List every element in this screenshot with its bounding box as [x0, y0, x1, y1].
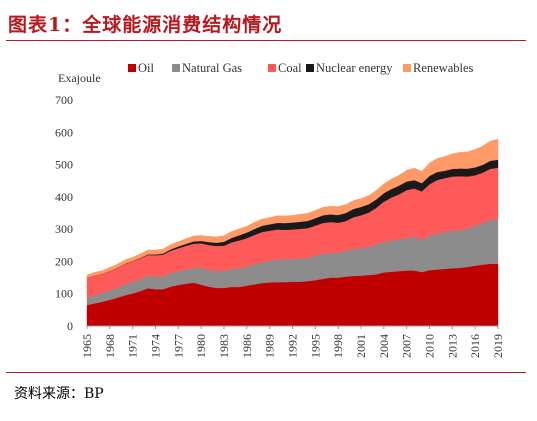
x-tick-label: 2007 [400, 334, 414, 358]
x-tick-label: 1980 [194, 334, 208, 358]
legend-swatch-renewables [403, 64, 411, 72]
legend-swatch-oil [128, 64, 136, 72]
x-tick-label: 2004 [377, 334, 391, 358]
y-tick-label: 700 [55, 93, 73, 107]
x-tick-label: 1998 [331, 334, 345, 358]
x-tick-label: 2016 [468, 334, 482, 358]
chart-legend: Oil Natural Gas Coal Nuclear energy Renewabl… [128, 61, 474, 75]
source-note: 资料来源：BP [14, 386, 104, 402]
x-tick-label: 2019 [491, 334, 505, 358]
x-tick-label: 2013 [445, 334, 459, 358]
y-tick-label: 0 [67, 319, 73, 333]
chart-areas [86, 138, 499, 327]
stacked-area-chart: Exajoule 0 100 200 300 400 500 600 700 1965 1968… [55, 61, 505, 358]
y-tick-label: 300 [55, 222, 73, 236]
figure-title: 图表1：全球能源消费结构情况 [8, 14, 283, 36]
x-tick-label: 1971 [126, 334, 140, 358]
legend-swatch-coal [268, 64, 276, 72]
legend-swatch-natural-gas [172, 64, 180, 72]
area-renewables [86, 138, 499, 279]
legend-swatch-nuclear-energy [306, 64, 314, 72]
x-tick-label: 1989 [263, 334, 277, 358]
legend-label-coal: Coal [278, 61, 302, 75]
y-tick-label: 600 [55, 125, 73, 139]
x-tick-label: 1986 [240, 334, 254, 358]
x-tick-label: 1977 [171, 334, 185, 358]
x-tick-label: 1983 [217, 334, 231, 358]
legend-label-renewables: Renewables [413, 61, 474, 75]
x-tick-label: 2001 [354, 334, 368, 358]
footer-divider [6, 372, 526, 373]
y-axis: 0 100 200 300 400 500 600 700 [55, 93, 73, 333]
x-tick-label: 1992 [286, 334, 300, 358]
y-tick-label: 500 [55, 158, 73, 172]
x-axis: 1965 1968 1971 1974 1977 1980 1983 1986 1989 1992… [80, 325, 505, 358]
legend-label-oil: Oil [138, 61, 155, 75]
legend-label-nuclear-energy: Nuclear energy [316, 61, 393, 75]
x-tick-label: 1968 [103, 334, 117, 358]
x-tick-label: 1995 [308, 334, 322, 358]
x-tick-label: 1965 [80, 334, 94, 358]
legend-label-natural-gas: Natural Gas [182, 61, 242, 75]
y-axis-label: Exajoule [58, 71, 101, 85]
title-divider [6, 40, 526, 41]
x-tick-label: 1974 [149, 334, 163, 358]
y-tick-label: 100 [55, 287, 73, 301]
x-tick-label: 2010 [423, 334, 437, 358]
y-tick-label: 200 [55, 254, 73, 268]
y-tick-label: 400 [55, 190, 73, 204]
